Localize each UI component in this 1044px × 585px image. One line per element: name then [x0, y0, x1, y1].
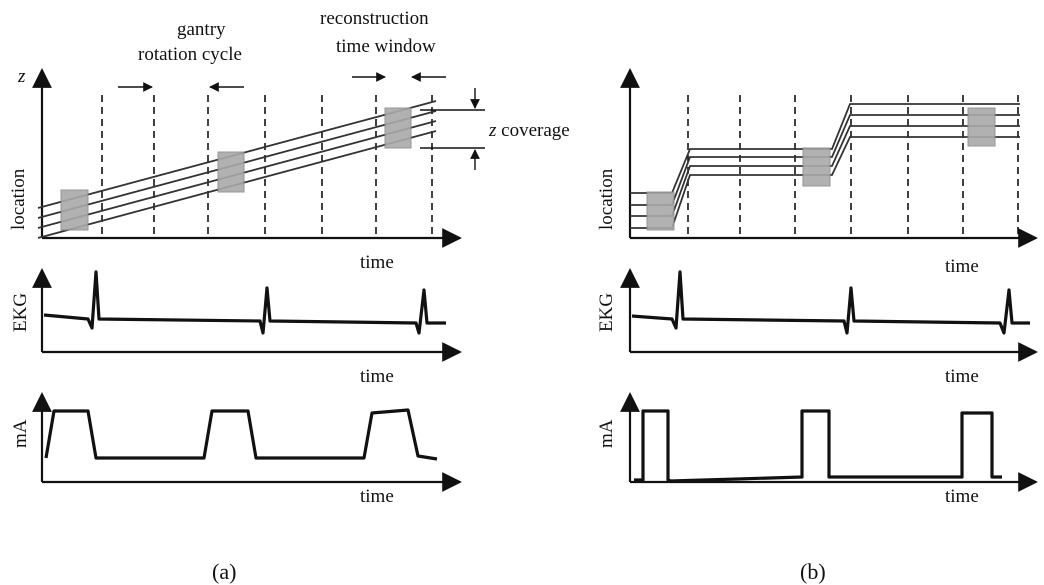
- location-label-b: location: [596, 168, 617, 230]
- location-label-a: location: [8, 168, 29, 230]
- time-label-a-1: time: [360, 252, 394, 273]
- panel-b: location time EKG time mA time (b): [596, 68, 1038, 584]
- z-coverage-z: z: [488, 120, 497, 141]
- gantry-label-line2: rotation cycle: [138, 44, 242, 65]
- location-plot-b: location time: [596, 68, 1038, 277]
- location-plot-a: z location time gantry rotation cycle re…: [8, 8, 570, 273]
- ma-trace-b: [634, 409, 1002, 483]
- z-coverage-indicator: [420, 88, 485, 170]
- ma-trace-a: [44, 408, 438, 461]
- time-label-a-2: time: [360, 366, 394, 387]
- z-axis-label-a: z: [17, 66, 26, 87]
- ma-label-b: mA: [596, 419, 617, 448]
- recon-label-line1: reconstruction: [320, 8, 429, 29]
- z-coverage-text: coverage: [496, 120, 569, 141]
- gantry-label-line1: gantry: [177, 19, 226, 40]
- ekg-trace-b: [631, 270, 1030, 335]
- time-label-b-3: time: [945, 486, 979, 507]
- ekg-plot-a: EKG time: [10, 268, 462, 387]
- recon-window-b-1: [646, 191, 675, 231]
- panel-a-caption: (a): [212, 559, 236, 584]
- ekg-plot-b: EKG time: [596, 268, 1038, 387]
- ekg-trace-a: [43, 270, 446, 335]
- recon-window-a-3: [384, 107, 412, 149]
- time-label-b-1: time: [945, 256, 979, 277]
- recon-label-line2: time window: [336, 36, 436, 57]
- panel-b-caption: (b): [800, 559, 826, 584]
- ekg-label-b: EKG: [596, 293, 617, 332]
- ma-plot-b: mA time: [596, 392, 1038, 507]
- recon-window-b-3: [967, 107, 996, 147]
- ekg-label-a: EKG: [10, 293, 31, 332]
- recon-window-a-2: [217, 151, 245, 193]
- panel-a: z location time gantry rotation cycle re…: [8, 8, 570, 584]
- ma-label-a: mA: [10, 419, 31, 448]
- recon-window-a-1: [60, 189, 89, 231]
- time-label-b-2: time: [945, 366, 979, 387]
- reconstruction-windows-a: [60, 107, 412, 231]
- recon-window-b-2: [802, 147, 831, 187]
- reconstruction-windows-b: [646, 107, 996, 231]
- z-coverage-label: z coverage: [488, 120, 570, 141]
- time-label-a-3: time: [360, 486, 394, 507]
- ma-plot-a: mA time: [10, 392, 462, 507]
